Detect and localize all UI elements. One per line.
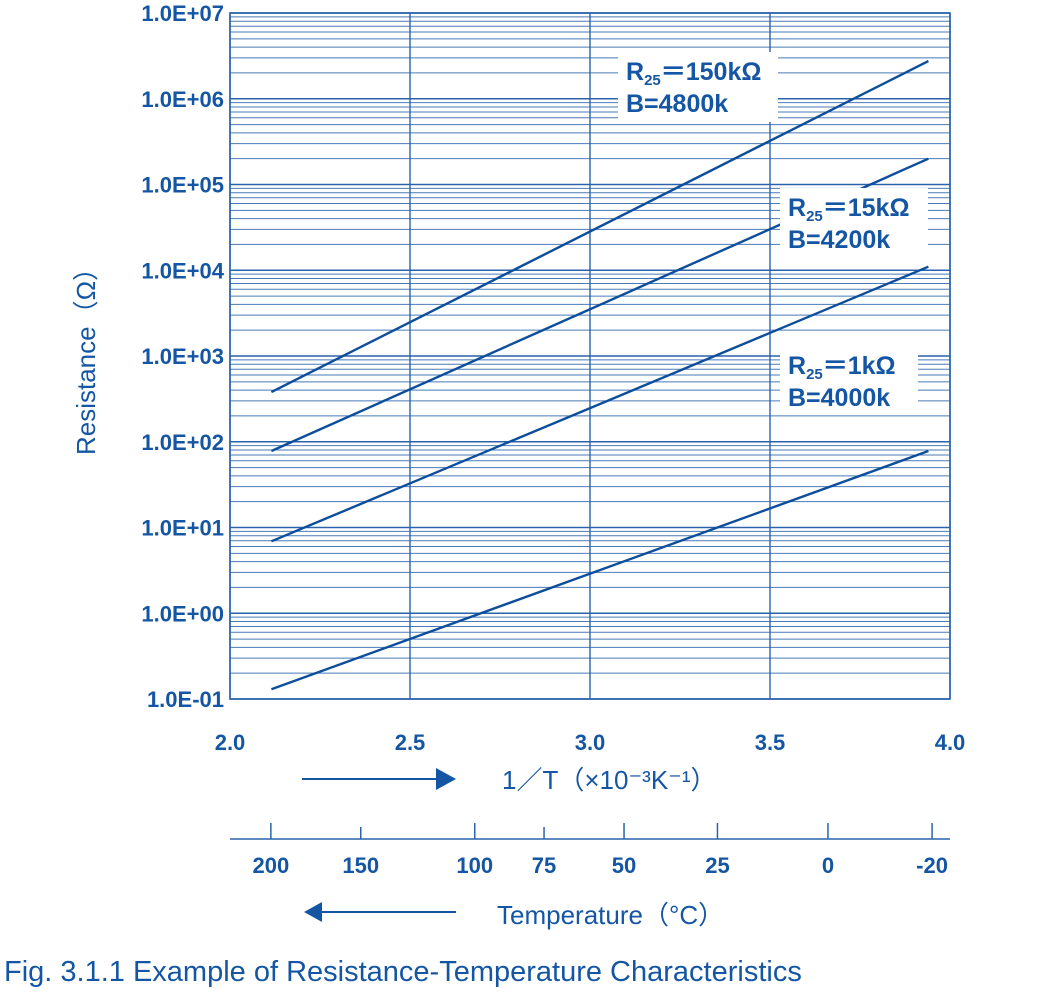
x-axis-label: 1／T（×10⁻³K⁻¹）: [502, 765, 717, 795]
label-background: [780, 188, 928, 252]
x-tick-label: 3.5: [755, 730, 786, 755]
x-axis-arrow: [302, 768, 456, 790]
series-line-3: [270, 449, 929, 691]
series-line-2: [270, 265, 929, 543]
temperature-tick-label: 25: [705, 853, 729, 878]
temperature-axis-label: Temperature（°C）: [497, 900, 724, 930]
y-tick-labels: 1.0E+07 1.0E+06 1.0E+05 1.0E+04 1.0E+03 1.0E+…: [141, 1, 224, 712]
series-line-0: [270, 60, 929, 394]
x-tick-label: 2.5: [395, 730, 426, 755]
x-tick-label: 4.0: [935, 730, 966, 755]
x-tick-labels: 2.0 2.5 3.0 3.5 4.0: [215, 730, 966, 755]
figure-caption: Fig. 3.1.1 Example of Resistance-Tempera…: [4, 956, 802, 988]
y-tick-label: 1.0E+00: [141, 601, 224, 626]
temperature-tick-label: 200: [252, 853, 289, 878]
series-label-resistance: R25＝1kΩ: [788, 352, 896, 383]
temperature-tick-label: 0: [822, 853, 834, 878]
grid: [229, 12, 951, 700]
label-background: [780, 346, 918, 410]
y-tick-label: 1.0E+02: [141, 430, 224, 455]
temperature-tick-label: 50: [612, 853, 636, 878]
y-tick-label: 1.0E+01: [141, 516, 224, 541]
y-tick-label: 1.0E+07: [141, 1, 224, 26]
series-label-bvalue: B=4200k: [788, 226, 890, 254]
temperature-tick-label: 150: [342, 853, 379, 878]
series-label-bvalue: B=4800k: [626, 90, 728, 118]
temperature-axis: 200 150 100 75 50 25 0 -20: [230, 823, 950, 878]
y-tick-label: 1.0E+03: [141, 344, 224, 369]
temperature-tick-label: 100: [456, 853, 493, 878]
temperature-tick-label: 75: [532, 853, 556, 878]
temperature-arrow: [304, 902, 456, 922]
x-tick-label: 3.0: [575, 730, 606, 755]
plot-frame: [229, 12, 951, 700]
series-label-resistance: R25＝150kΩ: [626, 58, 761, 89]
series-label-bvalue: B=4000k: [788, 384, 890, 412]
y-axis-label: Resistance（Ω）: [71, 255, 101, 455]
label-background: [618, 52, 778, 122]
series-label-resistance: R25＝15kΩ: [788, 194, 910, 225]
y-tick-label: 1.0E+05: [141, 173, 224, 198]
y-tick-label: 1.0E+04: [141, 258, 224, 283]
y-tick-label: 1.0E+06: [141, 87, 224, 112]
temperature-tick-label: -20: [916, 853, 948, 878]
y-tick-label: 1.0E-01: [147, 687, 224, 712]
x-tick-label: 2.0: [215, 730, 246, 755]
